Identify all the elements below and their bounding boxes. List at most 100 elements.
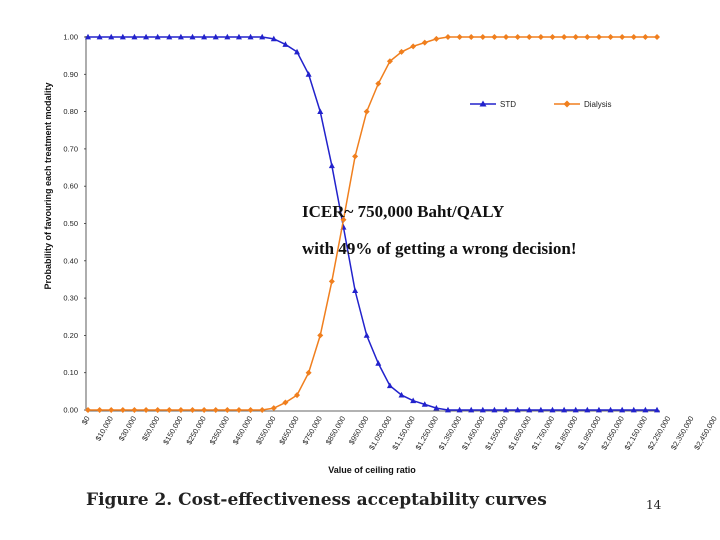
series-dialysis-point	[166, 407, 173, 413]
series-std-point	[235, 33, 242, 40]
series-std-point	[317, 108, 324, 114]
series-dialysis-point	[526, 34, 533, 40]
series-std-point	[386, 382, 393, 389]
series-std-point	[642, 406, 649, 413]
x-tick-label: $250,000	[184, 415, 207, 447]
x-tick-label: $350,000	[208, 415, 231, 447]
series-dialysis-point	[85, 407, 91, 413]
series-dialysis-point	[386, 58, 393, 65]
figure-caption: Figure 2. Cost-effectiveness acceptabili…	[86, 490, 547, 510]
series-std-point	[607, 406, 614, 413]
series-std-point	[247, 33, 254, 40]
series-std-point	[410, 397, 417, 404]
series-dialysis-point	[235, 407, 242, 413]
x-axis-title: Value of ceiling ratio	[328, 465, 416, 475]
series-std-point	[479, 406, 486, 413]
series-dialysis-point	[410, 43, 417, 50]
series-dialysis-point	[201, 407, 208, 413]
series-dialysis-point	[503, 34, 510, 40]
x-tick-label: $2,350,000	[669, 415, 696, 452]
series-std-point	[595, 406, 602, 413]
series-dialysis-point	[654, 34, 660, 40]
series-layer	[85, 33, 660, 413]
series-std-point	[282, 41, 289, 47]
series-dialysis-point	[108, 407, 115, 413]
x-tick-label: $1,150,000	[390, 415, 417, 452]
x-tick-label: $1,750,000	[530, 415, 557, 452]
x-tick-label: $2,150,000	[623, 415, 650, 452]
series-dialysis-point	[491, 34, 498, 40]
series-dialysis-point	[421, 39, 428, 46]
series-std-point	[131, 33, 138, 40]
series-std-point	[630, 406, 637, 413]
series-dialysis-point	[340, 216, 347, 223]
series-std-point	[108, 33, 115, 40]
series-dialysis-point	[143, 407, 150, 413]
series-dialysis-point	[595, 34, 602, 40]
series-std-point	[212, 33, 219, 40]
series-std-point	[270, 35, 277, 42]
series-dialysis-point	[433, 35, 440, 42]
y-tick-label: 0.20	[63, 331, 78, 340]
series-dialysis-line	[88, 36, 657, 411]
x-tick-label: $450,000	[231, 415, 254, 447]
series-std-point	[189, 33, 196, 40]
series-std-point	[166, 33, 173, 40]
series-std-point	[503, 406, 510, 413]
x-tick-label: $2,250,000	[646, 415, 673, 452]
series-dialysis-point	[96, 407, 103, 413]
series-std-point	[177, 33, 184, 40]
x-tick-label: $1,050,000	[367, 415, 394, 452]
series-dialysis-point	[328, 278, 335, 285]
y-tick-label: 0.70	[63, 144, 78, 153]
series-dialysis-point	[177, 407, 184, 413]
series-std-point	[119, 33, 126, 40]
series-dialysis-point	[549, 34, 556, 40]
x-tick-label: $50,000	[140, 415, 161, 443]
series-dialysis-point	[154, 407, 161, 413]
series-std-point	[654, 406, 660, 413]
wrong-decision-annotation: with 49% of getting a wrong decision!	[302, 239, 577, 258]
y-axis-title: Probability of favouring each treatment …	[43, 82, 53, 289]
series-std-point	[363, 332, 370, 338]
series-std-point	[514, 406, 521, 413]
series-dialysis-point	[630, 34, 637, 40]
series-dialysis-point	[584, 34, 591, 40]
series-std-point	[328, 162, 335, 169]
x-tick-label: $1,450,000	[460, 414, 487, 451]
y-tick-label: 0.60	[63, 182, 78, 191]
series-std-point	[584, 406, 591, 413]
series-dialysis-point	[119, 407, 126, 413]
x-tick-label: $850,000	[324, 415, 347, 447]
series-dialysis-point	[468, 34, 475, 40]
series-dialysis-point	[642, 34, 649, 40]
series-std-point	[294, 48, 301, 55]
y-tick-label: 0.00	[63, 406, 78, 415]
series-dialysis-point	[398, 48, 405, 55]
series-std-line	[88, 36, 657, 411]
series-dialysis-point	[456, 34, 463, 40]
series-std-point	[305, 71, 312, 77]
x-tick-label: $1,250,000	[414, 415, 441, 452]
series-std-point	[444, 406, 451, 413]
series-std-point	[619, 406, 626, 413]
series-dialysis-point	[224, 407, 231, 413]
y-tick-label: 0.50	[63, 219, 78, 228]
x-tick-label: $10,000	[94, 415, 115, 443]
series-dialysis-point	[444, 34, 451, 40]
series-dialysis-point	[282, 399, 289, 406]
x-tick-label: $2,450,000	[692, 415, 719, 452]
series-std-point	[259, 33, 266, 40]
x-tick-label: $2,050,000	[599, 415, 626, 452]
x-tick-label: $750,000	[301, 415, 324, 447]
legend-dialysis-marker	[563, 100, 571, 108]
series-std-point	[456, 406, 463, 413]
series-std-point	[491, 406, 498, 413]
series-dialysis-point	[294, 392, 301, 399]
series-dialysis-point	[363, 108, 370, 115]
x-tick-label: $1,350,000	[437, 415, 464, 452]
series-dialysis-point	[561, 34, 568, 40]
legend: STD Dialysis	[470, 100, 612, 109]
series-dialysis-point	[619, 34, 626, 40]
y-tick-labels: 0.00 0.10 0.20 0.30 0.40 0.50 0.60 0.70 0.80 0.90…	[63, 33, 86, 415]
